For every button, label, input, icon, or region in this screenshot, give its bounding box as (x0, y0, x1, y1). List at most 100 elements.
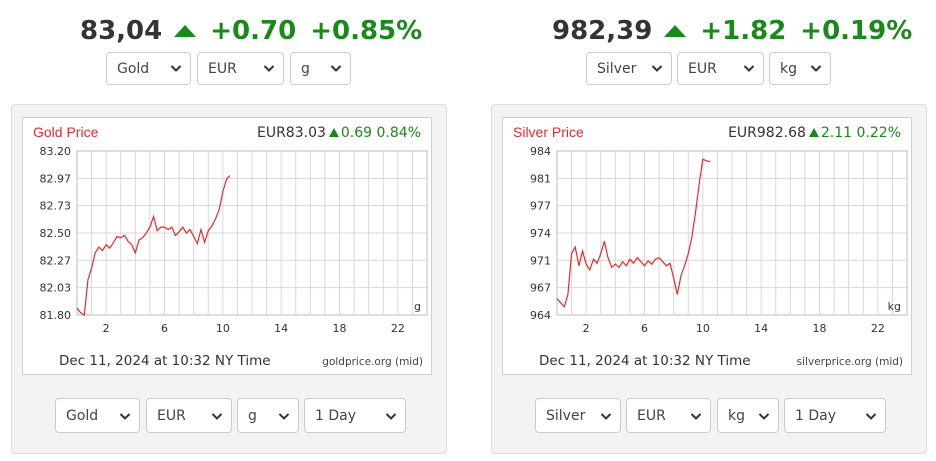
y-tick-label: 967 (530, 282, 551, 295)
chart-quote: EUR982.68 2.11 0.22% (728, 125, 901, 141)
chart-date: Dec 11, 2024 at 10:32 NY Time (59, 353, 271, 369)
x-tick-label: 2 (103, 322, 110, 335)
unit-label: g (414, 300, 421, 313)
silver-chart: 984 981 977 974 971 967 964 2 6 10 14 18 22 kg Silver… (502, 117, 912, 375)
y-tick-label: 974 (530, 227, 551, 240)
unit-label: kg (888, 300, 901, 313)
chevron-down-icon (743, 62, 755, 74)
select-value: Gold (66, 407, 99, 424)
select-value: EUR (157, 407, 186, 424)
chart-date: Dec 11, 2024 at 10:32 NY Time (539, 353, 751, 369)
up-arrow-icon (808, 128, 819, 137)
silver-range-select[interactable]: 1 Day (784, 398, 886, 433)
silver-price-change: +1.82 (700, 16, 787, 46)
silver-currency-select[interactable]: EUR (677, 52, 764, 85)
y-tick-label: 971 (530, 254, 551, 267)
chevron-down-icon (600, 410, 612, 422)
chevron-down-icon (263, 62, 275, 74)
gold-bottom-metal-select[interactable]: Gold (55, 398, 140, 433)
chevron-down-icon (651, 62, 663, 74)
gold-chart-plot: 83.20 82.97 82.73 82.50 82.27 82.03 81.80 2 6 10 1… (40, 145, 428, 335)
chart-source: goldprice.org (mid) (322, 356, 423, 368)
select-value: EUR (637, 407, 666, 424)
silver-price-header: 982,39 +1.82 +0.19% (552, 14, 912, 48)
gold-metal-select[interactable]: Gold (106, 52, 191, 85)
silver-bottom-metal-select[interactable]: Silver (535, 398, 621, 433)
x-tick-label: 18 (333, 322, 347, 335)
silver-bottom-currency-select[interactable]: EUR (626, 398, 711, 433)
price-line (556, 158, 711, 308)
x-tick-label: 22 (871, 322, 885, 335)
chart-source: silverprice.org (mid) (796, 356, 903, 368)
silver-metal-select[interactable]: Silver (586, 52, 672, 85)
x-tick-label: 6 (641, 322, 648, 335)
chevron-down-icon (278, 410, 290, 422)
select-value: 1 Day (315, 407, 357, 424)
select-value: 1 Day (795, 407, 837, 424)
gold-price-header: 83,04 +0.70 +0.85% (80, 14, 422, 48)
silver-chart-panel: 984 981 977 974 971 967 964 2 6 10 14 18 22 kg Silver… (491, 104, 927, 454)
select-value: Gold (117, 60, 150, 77)
gold-price-value: 83,04 (80, 16, 163, 46)
y-tick-label: 977 (530, 200, 551, 213)
gold-price-percent: +0.85% (310, 16, 423, 46)
up-arrow-icon (174, 25, 197, 37)
gold-chart: 83.20 82.97 82.73 82.50 82.27 82.03 81.80 2 6 10 1… (22, 117, 432, 375)
y-tick-label: 82.73 (40, 200, 72, 213)
chart-quote-price: EUR83.03 (256, 125, 326, 141)
up-arrow-icon (664, 25, 687, 37)
y-tick-label: 83.20 (40, 145, 72, 158)
x-tick-label: 2 (583, 322, 590, 335)
chevron-down-icon (690, 410, 702, 422)
gold-bottom-unit-select[interactable]: g (237, 398, 299, 433)
x-tick-label: 10 (216, 322, 230, 335)
select-value: EUR (208, 60, 237, 77)
y-tick-label: 981 (530, 172, 551, 185)
chevron-down-icon (865, 410, 877, 422)
x-tick-label: 22 (391, 322, 405, 335)
gold-price-change: +0.70 (210, 16, 297, 46)
select-value: EUR (688, 60, 717, 77)
chart-quote-change: 2.11 (820, 125, 853, 141)
gold-unit-select[interactable]: g (290, 52, 351, 85)
y-tick-label: 82.50 (40, 227, 72, 240)
silver-price-percent: +0.19% (800, 16, 913, 46)
chart-quote-percent: 0.84% (376, 125, 421, 141)
chart-quote-price: EUR982.68 (728, 125, 806, 141)
y-tick-label: 964 (530, 309, 551, 322)
gold-chart-panel: 83.20 82.97 82.73 82.50 82.27 82.03 81.80 2 6 10 1… (11, 104, 447, 454)
chart-quote-percent: 0.22% (856, 125, 901, 141)
y-tick-label: 82.27 (40, 254, 72, 267)
chevron-down-icon (119, 410, 131, 422)
chevron-down-icon (810, 62, 822, 74)
x-tick-label: 6 (161, 322, 168, 335)
gold-bottom-currency-select[interactable]: EUR (146, 398, 232, 433)
select-value: g (301, 60, 310, 77)
silver-unit-select[interactable]: kg (769, 52, 831, 85)
chart-title: Silver Price (513, 124, 584, 140)
silver-price-value: 982,39 (552, 16, 653, 46)
y-tick-label: 82.03 (40, 282, 72, 295)
select-value: kg (780, 60, 797, 77)
gold-currency-select[interactable]: EUR (197, 52, 284, 85)
chart-quote: EUR83.03 0.69 0.84% (257, 125, 421, 141)
chart-quote-change: 0.69 (340, 125, 373, 141)
y-tick-label: 81.80 (40, 309, 72, 322)
x-tick-label: 14 (274, 322, 288, 335)
chevron-down-icon (211, 410, 223, 422)
chevron-down-icon (385, 410, 397, 422)
select-value: g (248, 407, 257, 424)
chevron-down-icon (330, 62, 342, 74)
x-tick-label: 14 (754, 322, 768, 335)
gold-range-select[interactable]: 1 Day (304, 398, 406, 433)
price-line (76, 175, 231, 317)
select-value: Silver (546, 407, 586, 424)
chevron-down-icon (758, 410, 770, 422)
select-value: kg (728, 407, 745, 424)
y-tick-label: 82.97 (40, 172, 72, 185)
x-tick-label: 10 (696, 322, 710, 335)
chart-title: Gold Price (33, 124, 99, 140)
x-tick-label: 18 (813, 322, 827, 335)
silver-bottom-unit-select[interactable]: kg (717, 398, 779, 433)
